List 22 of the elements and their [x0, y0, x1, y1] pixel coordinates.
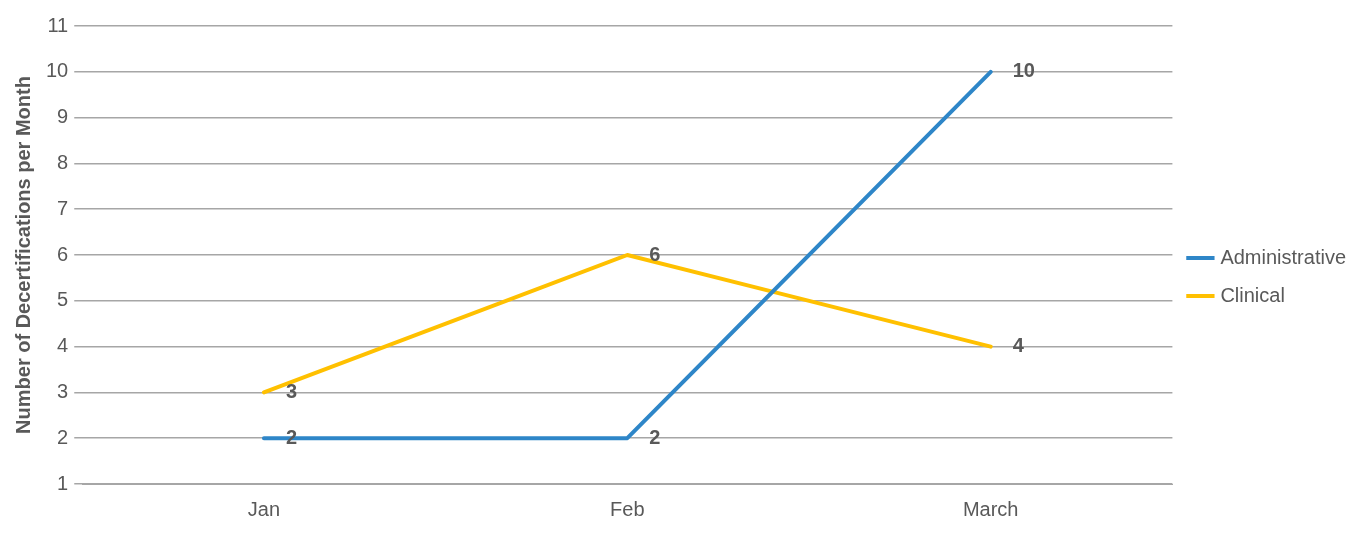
y-tick-label: 1 [57, 471, 69, 494]
data-label: 2 [649, 425, 661, 448]
y-tick-label: 5 [57, 288, 69, 311]
legend-label: Administrative [1220, 245, 1347, 268]
x-tick-label: March [962, 497, 1019, 520]
data-label: 10 [1012, 59, 1035, 82]
data-label: 4 [1012, 334, 1025, 357]
y-tick-label: 2 [57, 425, 69, 448]
y-tick-label: 9 [57, 105, 69, 128]
x-tick-label: Feb [610, 497, 645, 520]
y-tick-label: 11 [47, 13, 69, 36]
data-label: 6 [649, 242, 661, 265]
y-tick-label: 7 [57, 196, 69, 219]
data-label: 3 [285, 379, 298, 402]
y-tick-label: 3 [57, 379, 69, 402]
legend-label: Clinical [1220, 283, 1285, 306]
y-tick-label: 4 [57, 334, 69, 357]
y-axis-title: Number of Decertifications per Month [11, 76, 34, 434]
x-tick-label: Jan [247, 497, 281, 520]
y-tick-label: 6 [57, 242, 69, 265]
y-tick-label: 10 [46, 59, 69, 82]
y-tick-label: 8 [57, 150, 69, 173]
